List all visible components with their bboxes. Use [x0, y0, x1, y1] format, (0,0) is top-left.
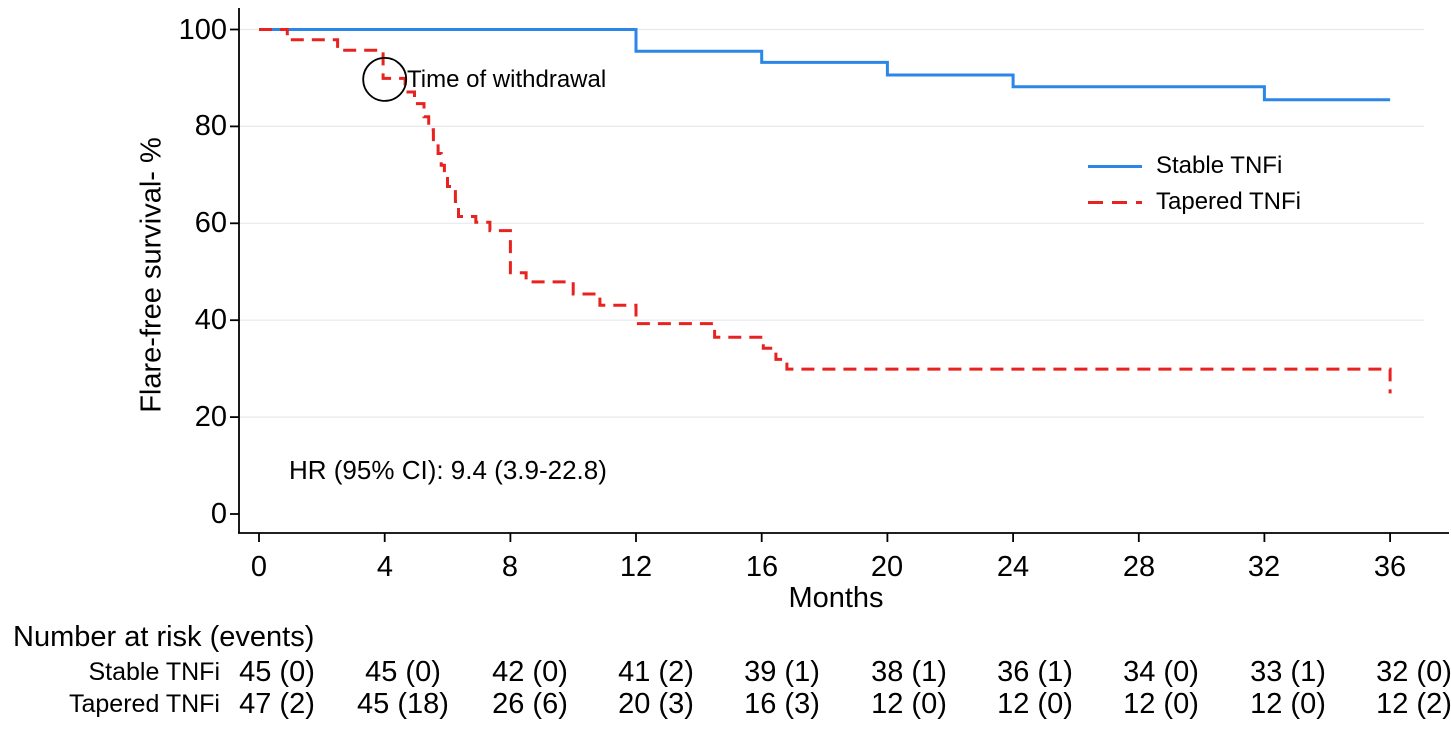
- y-tick-label: 60: [194, 207, 227, 239]
- risk-table-title: Number at risk (events): [13, 621, 315, 653]
- risk-cell: 12 (0): [1250, 688, 1326, 720]
- series-line-stable: [259, 28, 1391, 102]
- x-tick-label: 12: [619, 551, 653, 583]
- withdrawal-annotation-label: Time of withdrawal: [407, 66, 607, 93]
- y-tick-label: 0: [210, 498, 227, 530]
- risk-row-label: Tapered TNFi: [69, 690, 220, 718]
- tapered-line-swatch-icon: [1088, 200, 1142, 204]
- risk-cell: 34 (0): [1123, 656, 1199, 688]
- x-tick-label: 20: [870, 551, 904, 583]
- legend-label-stable: Stable TNFi: [1156, 152, 1283, 179]
- y-tick-label: 80: [194, 110, 227, 142]
- risk-cell: 45 (18): [357, 688, 449, 720]
- x-tick-label: 8: [501, 551, 519, 583]
- risk-cell: 45 (0): [239, 656, 315, 688]
- risk-cell: 12 (0): [997, 688, 1073, 720]
- risk-cell: 42 (0): [492, 656, 568, 688]
- risk-cell: 32 (0): [1376, 656, 1451, 688]
- risk-cell: 12 (2): [1376, 688, 1451, 720]
- hazard-ratio-note: HR (95% CI): 9.4 (3.9-22.8): [289, 455, 607, 485]
- risk-cell: 12 (0): [1123, 688, 1199, 720]
- x-tick-label: 36: [1373, 551, 1407, 583]
- risk-cell: 39 (1): [744, 656, 820, 688]
- legend-label-tapered: Tapered TNFi: [1156, 188, 1301, 215]
- risk-cell: 38 (1): [871, 656, 947, 688]
- risk-cell: 16 (3): [744, 688, 820, 720]
- x-tick-label: 0: [250, 551, 268, 583]
- risk-cell: 33 (1): [1250, 656, 1326, 688]
- y-axis-title: Flare-free survival- %: [135, 137, 168, 413]
- risk-cell: 45 (0): [365, 656, 441, 688]
- legend-item-stable: Stable TNFi: [1088, 150, 1282, 182]
- risk-cell: 47 (2): [239, 688, 315, 720]
- x-axis-title: Months: [788, 582, 884, 614]
- risk-cell: 36 (1): [997, 656, 1073, 688]
- y-tick-label: 20: [194, 401, 227, 433]
- risk-cell: 26 (6): [492, 688, 568, 720]
- x-tick-label: 16: [745, 551, 779, 583]
- withdrawal-circle-icon: [362, 57, 408, 102]
- risk-cell: 41 (2): [618, 656, 694, 688]
- x-tick-label: 4: [376, 551, 394, 583]
- x-tick-label: 32: [1247, 551, 1281, 583]
- x-tick-label: 24: [996, 551, 1030, 583]
- series-line-tapered: [259, 28, 1392, 394]
- stable-line-swatch-icon: [1088, 164, 1142, 168]
- x-tick-label: 28: [1122, 551, 1156, 583]
- y-tick-label: 40: [194, 304, 227, 336]
- risk-cell: 20 (3): [618, 688, 694, 720]
- risk-row-label: Stable TNFi: [88, 658, 220, 686]
- legend-item-tapered: Tapered TNFi: [1088, 186, 1301, 218]
- risk-cell: 12 (0): [871, 688, 947, 720]
- y-tick-label: 100: [178, 14, 227, 46]
